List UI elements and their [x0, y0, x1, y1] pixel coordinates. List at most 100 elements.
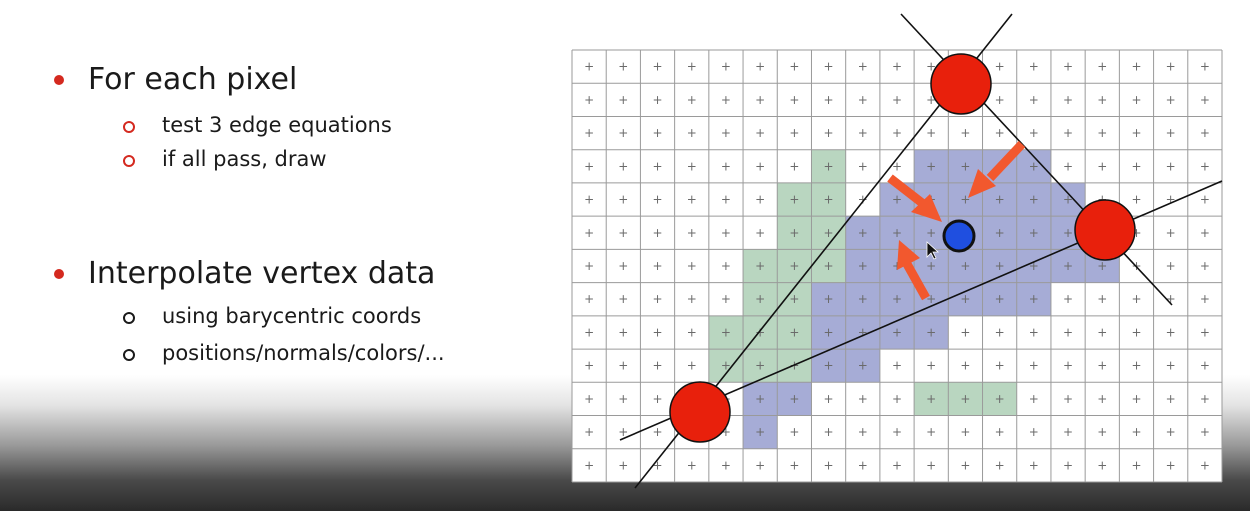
mouse-cursor-icon: [926, 241, 940, 260]
sub-bullet-text: if all pass, draw: [162, 147, 327, 171]
pixel-center-marker: +: [1029, 325, 1039, 339]
pixel-center-marker: +: [858, 425, 868, 439]
pixel-center-marker: +: [755, 126, 765, 140]
pixel-center-marker: +: [721, 193, 731, 207]
pixel-center-marker: +: [584, 60, 594, 74]
pixel-center-marker: +: [789, 425, 799, 439]
pixel-center-marker: +: [721, 325, 731, 339]
pixel-center-marker: +: [584, 359, 594, 373]
pixel-center-marker: +: [1131, 325, 1141, 339]
pixel-center-marker: +: [926, 226, 936, 240]
pixel-center-marker: +: [652, 425, 662, 439]
pixel-center-marker: +: [687, 259, 697, 273]
pixel-center-marker: +: [1131, 458, 1141, 472]
pixel-center-marker: +: [721, 159, 731, 173]
pixel-center-marker: +: [652, 60, 662, 74]
sub-bullet-text: test 3 edge equations: [162, 113, 392, 137]
pixel-center-marker: +: [858, 359, 868, 373]
pixel-center-marker: +: [1166, 93, 1176, 107]
pixel-center-marker: +: [687, 193, 697, 207]
pixel-center-marker: +: [926, 458, 936, 472]
pixel-center-marker: +: [1097, 126, 1107, 140]
pixel-center-marker: +: [652, 126, 662, 140]
pixel-center-marker: +: [618, 325, 628, 339]
bullet-text: For each pixel: [88, 62, 298, 97]
pixel-center-marker: +: [652, 226, 662, 240]
pixel-center-marker: +: [995, 425, 1005, 439]
sub-bullet-ring-icon: [123, 155, 135, 167]
pixel-center-marker: +: [652, 458, 662, 472]
pixel-center-marker: +: [926, 292, 936, 306]
pixel-center-marker: +: [1200, 159, 1210, 173]
pixel-center-marker: +: [618, 458, 628, 472]
pixel-center-marker: +: [1131, 193, 1141, 207]
covered-pixel-cell: [1050, 182, 1086, 217]
pixel-center-marker: +: [995, 126, 1005, 140]
pixel-center-marker: +: [618, 93, 628, 107]
green-pixel-cell: [948, 382, 983, 416]
pixel-center-marker: +: [789, 226, 799, 240]
pixel-center-marker: +: [721, 292, 731, 306]
green-pixel-cell: [982, 382, 1017, 416]
pixel-center-marker: +: [824, 226, 834, 240]
pixel-center-marker: +: [824, 359, 834, 373]
pixel-center-marker: +: [584, 292, 594, 306]
pixel-center-marker: +: [584, 126, 594, 140]
pixel-center-marker: +: [1029, 126, 1039, 140]
pixel-center-marker: +: [1131, 392, 1141, 406]
pixel-center-marker: +: [687, 325, 697, 339]
pixel-center-marker: +: [892, 292, 902, 306]
pixel-center-marker: +: [1063, 226, 1073, 240]
pixel-center-marker: +: [1200, 60, 1210, 74]
pixel-center-marker: +: [824, 425, 834, 439]
pixel-center-marker: +: [755, 325, 765, 339]
covered-pixel-cell: [1016, 182, 1051, 217]
green-pixel-cell: [743, 349, 778, 383]
pixel-center-marker: +: [1131, 292, 1141, 306]
green-pixel-cell: [777, 315, 812, 350]
pixel-center-marker: +: [892, 458, 902, 472]
covered-pixel-cell: [845, 349, 880, 383]
pixel-center-marker: +: [1166, 259, 1176, 273]
pixel-center-marker: +: [721, 458, 731, 472]
pixel-center-marker: +: [1097, 93, 1107, 107]
pixel-center-marker: +: [1063, 193, 1073, 207]
pixel-center-marker: +: [1166, 292, 1176, 306]
pixel-center-marker: +: [789, 159, 799, 173]
covered-pixel-cell: [914, 149, 949, 183]
pixel-center-marker: +: [1063, 325, 1073, 339]
pixel-center-marker: +: [584, 458, 594, 472]
pixel-center-marker: +: [995, 93, 1005, 107]
pixel-center-marker: +: [1063, 126, 1073, 140]
covered-pixel-cell: [743, 382, 778, 416]
pixel-center-marker: +: [721, 126, 731, 140]
sub-bullet-text: positions/normals/colors/...: [162, 341, 445, 365]
pixel-center-marker: +: [721, 226, 731, 240]
pixel-center-marker: +: [892, 392, 902, 406]
pixel-center-marker: +: [789, 392, 799, 406]
bullet-dot-icon: [54, 269, 64, 279]
pixel-center-marker: +: [1200, 359, 1210, 373]
pixel-center-marker: +: [1063, 60, 1073, 74]
pixel-center-marker: +: [618, 159, 628, 173]
pixel-center-marker: +: [1097, 458, 1107, 472]
pixel-center-marker: +: [960, 126, 970, 140]
pixel-center-marker: +: [892, 93, 902, 107]
pixel-center-marker: +: [1166, 425, 1176, 439]
pixel-center-marker: +: [892, 159, 902, 173]
pixel-center-marker: +: [755, 60, 765, 74]
pixel-center-marker: +: [824, 159, 834, 173]
pixel-center-marker: +: [1029, 60, 1039, 74]
orange-arrow-icon: [968, 140, 1026, 198]
pixel-center-marker: +: [687, 159, 697, 173]
covered-pixel-cell: [879, 216, 915, 250]
pixel-center-marker: +: [1131, 226, 1141, 240]
pixel-center-marker: +: [1097, 425, 1107, 439]
covered-pixel-cell: [1016, 282, 1051, 316]
pixel-center-marker: +: [892, 325, 902, 339]
pixel-center-marker: +: [824, 458, 834, 472]
green-pixel-cell: [708, 315, 744, 350]
pixel-center-marker: +: [1200, 93, 1210, 107]
pixel-center-marker: +: [1063, 392, 1073, 406]
bullet-list: For each pixel test 3 edge equations if …: [0, 0, 560, 400]
